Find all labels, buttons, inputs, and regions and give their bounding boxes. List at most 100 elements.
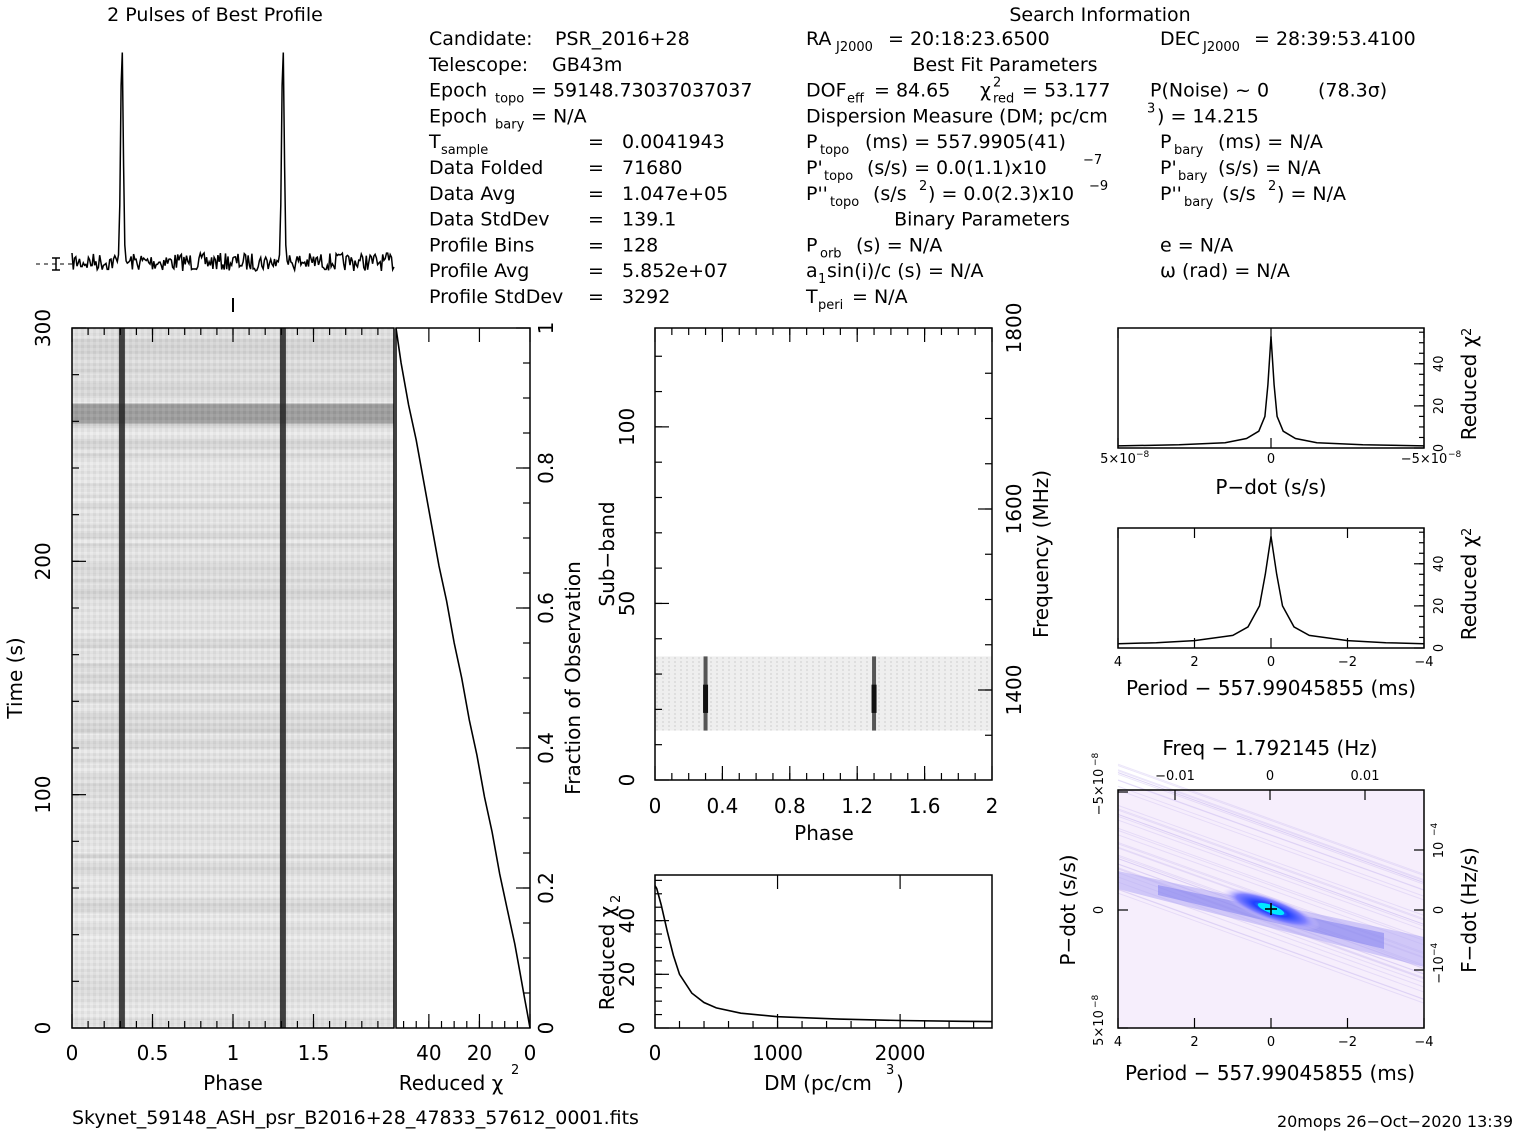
info-value: 3292 bbox=[622, 286, 670, 308]
pdbary-sub: bary bbox=[1178, 169, 1208, 184]
tperi-sub: peri bbox=[818, 298, 843, 313]
x-tick-label: 0.5 bbox=[137, 1041, 169, 1065]
y-right-tick-label: 1600 bbox=[1002, 484, 1026, 535]
info-value: 139.1 bbox=[622, 209, 676, 231]
x-tick-label: 1.2 bbox=[841, 794, 873, 818]
x-tick-label: 2 bbox=[986, 794, 999, 818]
a1-label: a bbox=[806, 260, 818, 282]
x-tick-label: 4 bbox=[1114, 655, 1122, 670]
map-streak bbox=[1117, 808, 1425, 920]
porb-label: P bbox=[806, 234, 817, 256]
x-axis-label: Reduced χ bbox=[399, 1071, 504, 1095]
chi2-fraction-plot: 40 20 0 0.2 0.4 0.6 0.8 1 0 Reduced χ 2 Fraction of… bbox=[395, 322, 585, 1095]
porb-value: (s) = N/A bbox=[856, 234, 942, 256]
dec-sub: J2000 bbox=[1202, 40, 1240, 55]
info-eq: = bbox=[588, 260, 604, 282]
info-eq: = bbox=[588, 209, 604, 231]
map-streak bbox=[1117, 804, 1425, 916]
search-info-heading: Search Information bbox=[1009, 4, 1190, 26]
info-label: Profile Bins bbox=[429, 234, 534, 256]
y-axis-label: Reduced χ bbox=[595, 906, 619, 1011]
y-right-tick-label: 10 bbox=[1432, 842, 1447, 859]
y-tick-label: 0.4 bbox=[534, 732, 558, 764]
y-tick-exp: −8 bbox=[1091, 752, 1101, 766]
x-axis-label: Period − 557.99045855 (ms) bbox=[1125, 1061, 1415, 1085]
tperi-value: = N/A bbox=[852, 286, 908, 308]
x-tick-label: 0 bbox=[649, 794, 662, 818]
info-sub: bary bbox=[495, 117, 525, 132]
x-tick-label: 1.6 bbox=[909, 794, 941, 818]
info-value: 1.047e+05 bbox=[622, 183, 728, 205]
map-streak bbox=[1117, 827, 1425, 939]
y-tick-label: 0.6 bbox=[534, 592, 558, 624]
info-label: Epoch bbox=[429, 105, 487, 127]
y-right-tick-label: 1400 bbox=[1002, 665, 1026, 716]
y-axis-sup: 2 bbox=[1460, 328, 1475, 336]
e-value: e = N/A bbox=[1160, 234, 1233, 256]
x-tick-label: 1.5 bbox=[298, 1041, 330, 1065]
info-sub: topo bbox=[495, 92, 524, 107]
x-tick-label: 0.4 bbox=[706, 794, 738, 818]
map-streak bbox=[1117, 888, 1425, 1000]
info-value: PSR_2016+28 bbox=[555, 28, 690, 50]
pddtopo-value2: ) = 0.0(2.3)x10 bbox=[928, 183, 1074, 205]
chi-label: χ bbox=[980, 80, 991, 102]
pbary-label: P bbox=[1160, 131, 1171, 153]
y-tick-label: 0.8 bbox=[534, 452, 558, 484]
y-tick-label: 0 bbox=[615, 774, 639, 787]
y-tick-exp: −8 bbox=[1091, 994, 1101, 1008]
y-tick-label: 0 bbox=[1092, 906, 1107, 914]
y-right-tick-exp: −4 bbox=[1430, 822, 1440, 836]
footer-stamp: 20mops 26−Oct−2020 13:39 bbox=[1277, 1112, 1513, 1131]
y-tick-label: 20 bbox=[1432, 598, 1447, 615]
x-tick-label: 0 bbox=[66, 1041, 79, 1065]
time-phase-plot: 0 0.5 1 1.5 0 100 200 300 Phase Time (s) bbox=[3, 298, 395, 1095]
info-eq: = bbox=[588, 286, 604, 308]
map-streak bbox=[1117, 809, 1425, 921]
info-value: 5.852e+07 bbox=[622, 260, 728, 282]
map-streak bbox=[1117, 785, 1425, 897]
y-tick-label: 200 bbox=[31, 542, 55, 580]
map-streak bbox=[1117, 773, 1425, 885]
y-tick-label: 0 bbox=[615, 1022, 639, 1035]
map-streak bbox=[1117, 789, 1425, 901]
y-axis-label: Fraction of Observation bbox=[561, 561, 585, 795]
info-eq: = bbox=[588, 157, 604, 179]
y-right-tick-label: 0 bbox=[1432, 906, 1447, 914]
x-top-tick-label: −0.01 bbox=[1155, 769, 1195, 784]
map-streak bbox=[1117, 813, 1425, 925]
map-streak bbox=[1117, 765, 1425, 876]
info-label: Profile StdDev bbox=[429, 286, 563, 308]
x-tick-label: 0 bbox=[1267, 452, 1275, 467]
x-tick-label: −4 bbox=[1414, 655, 1433, 670]
ra-value: = 20:18:23.6500 bbox=[888, 28, 1050, 50]
a1-value: sin(i)/c (s) = N/A bbox=[827, 260, 984, 282]
x-top-tick-label: 0 bbox=[1266, 769, 1274, 784]
profile-line bbox=[71, 52, 395, 273]
info-value: 71680 bbox=[622, 157, 682, 179]
dec-label: DEC bbox=[1160, 28, 1200, 50]
dof-label: DOF bbox=[806, 80, 847, 102]
info-left-block: Candidate: PSR_2016+28 Telescope: GB43m Epoc… bbox=[428, 28, 752, 308]
y-tick-label: 50 bbox=[615, 591, 639, 616]
map-streak bbox=[1117, 769, 1425, 881]
dm-sup: 3 bbox=[1147, 101, 1155, 116]
map-streak bbox=[1117, 772, 1425, 884]
y-tick-label: 40 bbox=[1432, 356, 1447, 373]
pddbary-sup: 2 bbox=[1268, 179, 1276, 194]
dof-sub: eff bbox=[847, 92, 865, 107]
x-tick-label: −2 bbox=[1338, 1035, 1357, 1050]
y-tick-label: 20 bbox=[1432, 398, 1447, 415]
pr-plot-line bbox=[1117, 536, 1425, 645]
pdtopo-exp: −7 bbox=[1083, 153, 1102, 168]
x-tick-label: 0 bbox=[649, 1041, 662, 1065]
subband-pulse-core bbox=[703, 684, 709, 713]
x-axis-label: P−dot (s/s) bbox=[1215, 475, 1326, 499]
y-right-tick-label: 1800 bbox=[1002, 303, 1026, 354]
y-right-tick-label: −10 bbox=[1432, 956, 1447, 983]
subband-plot: 0 0.4 0.8 1.2 1.6 2 0 50 100 1400 1600 1800 Phase Sub… bbox=[595, 303, 1053, 845]
dm-line: Dispersion Measure (DM; pc/cm bbox=[806, 105, 1108, 127]
map-streak bbox=[1117, 889, 1425, 1000]
x-tick-label: 0 bbox=[1267, 1035, 1275, 1050]
dof-value: = 84.65 bbox=[874, 80, 950, 102]
